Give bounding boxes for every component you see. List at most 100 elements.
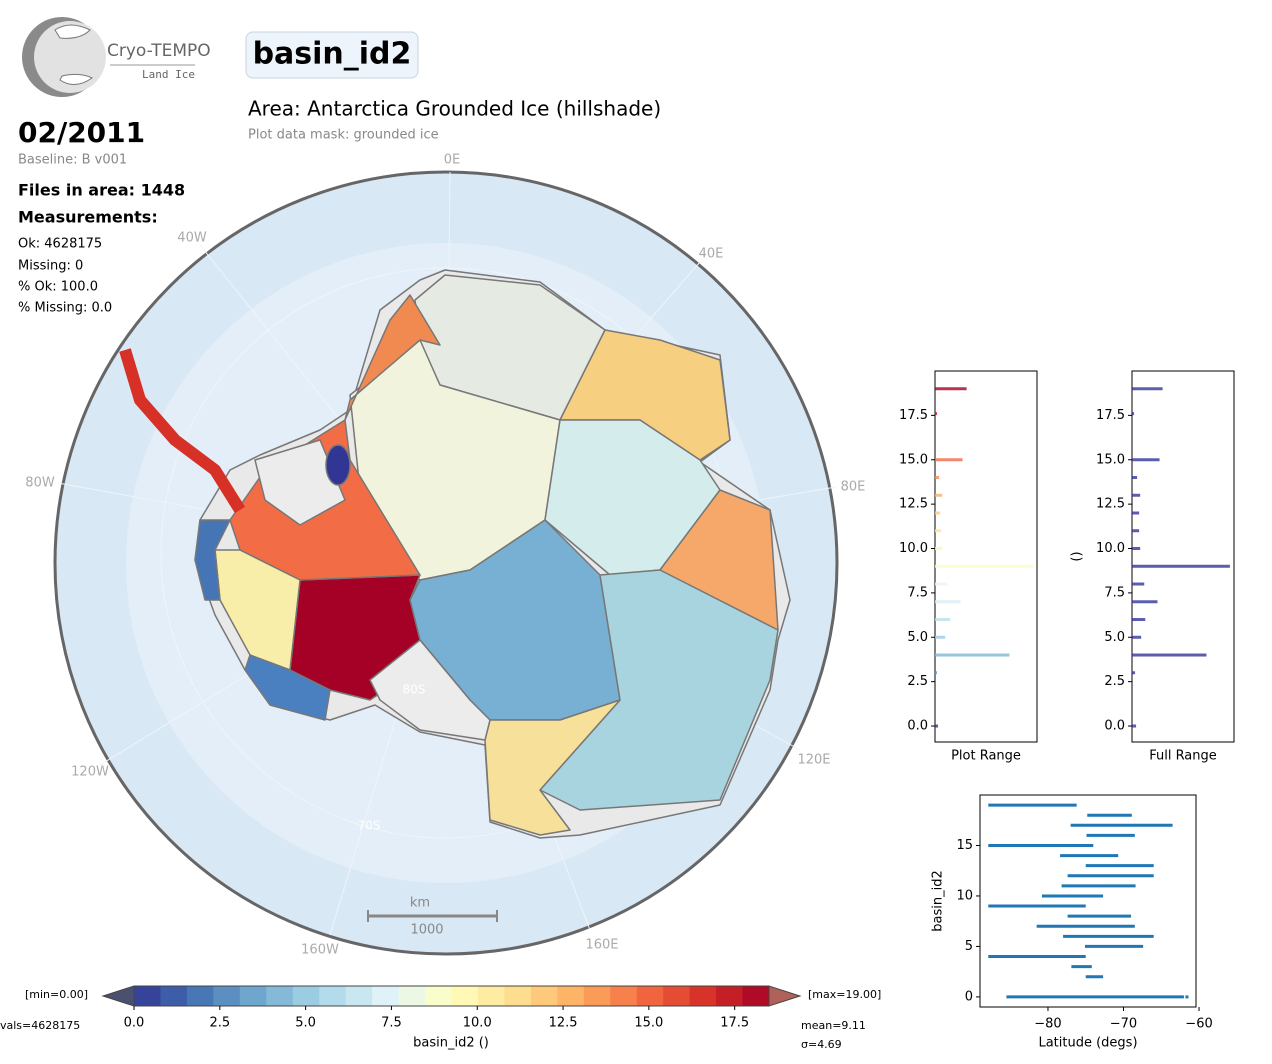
y-tick-label: 0 — [965, 989, 973, 1004]
colorbar-segment — [292, 986, 320, 1006]
y-tick-label: 12.5 — [899, 497, 928, 512]
colorbar-label: basin_id2 () — [413, 1036, 489, 1051]
colorbar-segment — [319, 986, 347, 1006]
plot-frame — [934, 370, 1038, 743]
bar — [935, 412, 938, 416]
plot-frame — [1131, 370, 1235, 743]
lon-label: 80W — [25, 476, 55, 491]
lon-label: 160W — [301, 943, 339, 958]
colorbar-over — [768, 985, 802, 1007]
x-label: Full Range — [1149, 749, 1217, 764]
bar — [935, 476, 940, 480]
y-label: () — [1070, 551, 1085, 561]
logo-title: Cryo-TEMPO — [107, 41, 211, 61]
colorbar-tick-label: 2.5 — [209, 1016, 230, 1031]
colorbar-segment — [345, 986, 373, 1006]
stat: % Missing: 0.0 — [18, 301, 112, 316]
max-label: [max=19.00] — [808, 988, 881, 1001]
bar — [1132, 635, 1142, 639]
bar — [935, 582, 948, 586]
bar — [1132, 476, 1138, 480]
colorbar-segment — [636, 986, 664, 1006]
colorbar-segment — [239, 986, 267, 1006]
x-label: Plot Range — [951, 749, 1021, 764]
y-tick-label: 2.5 — [1104, 674, 1125, 689]
colorbar-frame — [133, 985, 770, 1007]
lon-label: 160E — [585, 938, 618, 953]
stat: Ok: 4628175 — [18, 237, 102, 252]
y-tick-label: 10.0 — [899, 541, 928, 556]
colorbar-segment — [689, 986, 717, 1006]
bar — [935, 564, 1034, 568]
colorbar-segment — [266, 986, 294, 1006]
colorbar-segment — [134, 986, 161, 1006]
files: Files in area: 1448 — [18, 181, 185, 200]
min-label: [min=0.00] — [25, 988, 88, 1001]
lat-label: 70S — [358, 819, 381, 833]
stat: Missing: 0 — [18, 259, 83, 274]
baseline: Baseline: B v001 — [18, 153, 127, 168]
colorbar-segment — [425, 986, 452, 1006]
bar — [1132, 511, 1140, 515]
mask: Plot data mask: grounded ice — [248, 128, 439, 143]
lon-label: 40W — [177, 231, 207, 246]
colorbar-under — [101, 985, 135, 1007]
y-tick-label: 10.0 — [1096, 541, 1125, 556]
bar — [935, 635, 946, 639]
nvals: vals=4628175 — [0, 1019, 80, 1032]
bar — [1132, 653, 1207, 657]
area-title: Area: Antarctica Grounded Ice (hillshade… — [248, 97, 661, 121]
bar — [1132, 412, 1135, 416]
bar — [935, 653, 1010, 657]
x-tick-label: −80 — [1034, 1017, 1061, 1032]
colorbar-tick-label: 17.5 — [720, 1016, 749, 1031]
lon-label: 120E — [797, 753, 830, 768]
bar — [1132, 529, 1140, 533]
lon-label: 120W — [71, 765, 109, 780]
logo: Cryo-TEMPO Land Ice — [22, 17, 211, 97]
lon-label: 40E — [699, 247, 724, 262]
y-tick-label: 0.0 — [1104, 719, 1125, 734]
colorbar-tick-label: 10.0 — [463, 1016, 492, 1031]
y-tick-label: 15.0 — [899, 452, 928, 467]
bar — [935, 387, 967, 391]
stat: % Ok: 100.0 — [18, 280, 98, 295]
y-tick-label: 0.0 — [907, 719, 928, 734]
bar — [935, 600, 961, 604]
y-tick-label: 5.0 — [1104, 630, 1125, 645]
bar — [1132, 600, 1158, 604]
bar — [1132, 582, 1145, 586]
measurements: Measurements: — [18, 208, 158, 227]
y-tick-label: 10 — [956, 888, 973, 903]
bar — [1132, 564, 1230, 568]
map: 0E 40E 80E 120E 160E 160W 120W 80W 40W 8… — [25, 153, 865, 958]
y-tick-label: 12.5 — [1096, 497, 1125, 512]
y-tick-label: 15.0 — [1096, 452, 1125, 467]
x-tick-label: −70 — [1110, 1017, 1137, 1032]
bar — [1132, 387, 1163, 391]
colorbar-segment — [186, 986, 214, 1006]
colorbar-segment — [451, 986, 479, 1006]
bar — [935, 724, 939, 728]
bar — [1132, 493, 1141, 497]
bar — [935, 458, 963, 462]
lon-label: 80E — [841, 480, 866, 495]
bar — [935, 547, 943, 551]
colorbar-tick-label: 12.5 — [549, 1016, 578, 1031]
colorbar-segment — [160, 986, 188, 1006]
bar — [935, 618, 951, 622]
bar — [935, 671, 938, 675]
y-tick-label: 7.5 — [1104, 585, 1125, 600]
colorbar-segment — [213, 986, 241, 1006]
x-label: Latitude (degs) — [1038, 1036, 1137, 1051]
bar — [1132, 671, 1136, 675]
colorbar-segment — [610, 986, 638, 1006]
bar — [935, 511, 941, 515]
bar — [1132, 724, 1137, 728]
colorbar-tick-label: 5.0 — [295, 1016, 316, 1031]
date: 02/2011 — [18, 116, 145, 149]
x-tick-label: −60 — [1185, 1017, 1212, 1032]
bar — [935, 493, 943, 497]
